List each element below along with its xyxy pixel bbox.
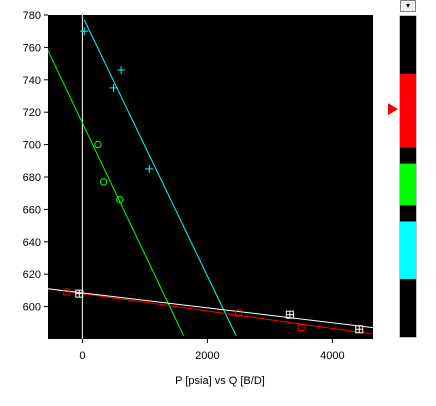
fit-line [48, 50, 185, 336]
y-tick-label: 660 [23, 204, 41, 216]
color-bar-segment [400, 73, 416, 148]
fit-lines [48, 19, 373, 336]
data-point [109, 83, 118, 92]
y-tick-label: 780 [23, 10, 41, 22]
data-point [63, 288, 71, 296]
data-point [297, 324, 305, 332]
color-bar-segment [400, 147, 416, 164]
color-bar-segment [400, 16, 416, 74]
data-point [145, 164, 154, 173]
y-tick-label: 620 [23, 269, 41, 281]
color-bar-segment [400, 205, 416, 222]
y-tick-label: 740 [23, 75, 41, 87]
color-pointer-icon[interactable] [388, 103, 398, 116]
color-bar [399, 15, 417, 338]
y-tick-label: 600 [23, 302, 41, 314]
x-axis-label: P [psia] vs Q [B/D] [175, 375, 265, 387]
x-axis: 0 2000 4000 [79, 339, 345, 362]
plot-area [48, 15, 373, 339]
data-point [117, 66, 126, 75]
x-tick-label: 2000 [195, 350, 219, 362]
chevron-down-icon: ▾ [405, 1, 410, 10]
y-tick-label: 700 [23, 140, 41, 152]
fit-line [48, 288, 373, 335]
data-point [116, 195, 124, 204]
y-tick-label: 680 [23, 172, 41, 184]
data-point [94, 140, 102, 149]
color-bar-segment [400, 163, 416, 206]
data-point [285, 310, 294, 319]
y-axis: 600 620 640 660 680 700 720 740 760 780 [23, 10, 48, 314]
data-point [235, 309, 243, 317]
y-tick-label: 720 [23, 107, 41, 119]
color-bar-segment [400, 221, 416, 280]
x-tick-label: 4000 [320, 350, 344, 362]
y-tick-label: 640 [23, 237, 41, 249]
y-tick-label: 760 [23, 42, 41, 54]
data-point [80, 27, 89, 36]
dropdown-button[interactable]: ▾ [400, 0, 416, 12]
data-point [75, 289, 84, 298]
x-tick-label: 0 [79, 350, 85, 362]
fit-line [83, 19, 237, 336]
data-points [63, 27, 364, 334]
data-point [99, 178, 108, 186]
fit-line [48, 288, 373, 329]
data-point [355, 325, 364, 334]
color-bar-segment [400, 279, 416, 337]
